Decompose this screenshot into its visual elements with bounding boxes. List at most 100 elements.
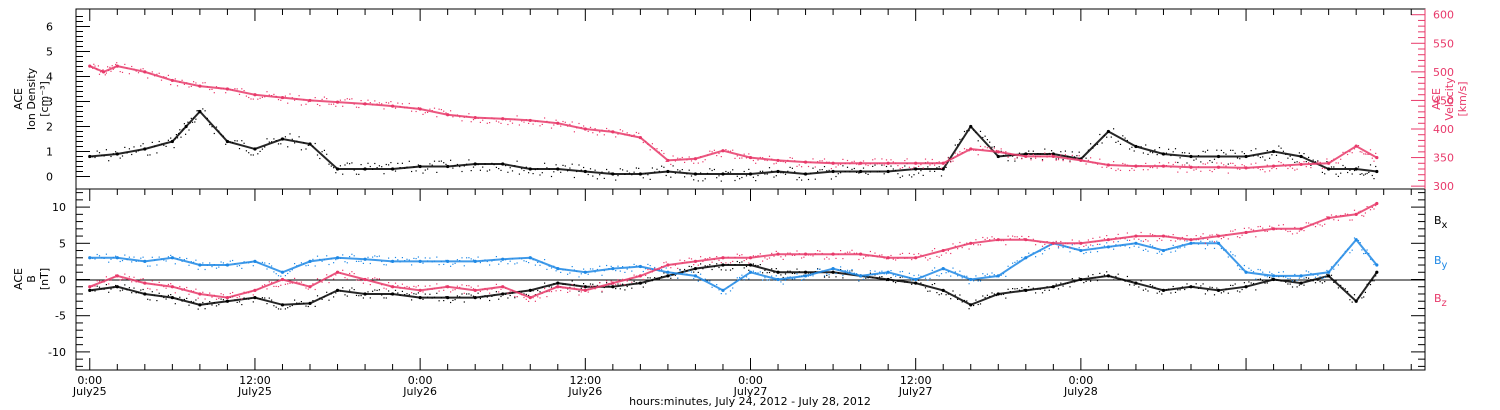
series-dot (1117, 140, 1119, 142)
series-dot (1184, 240, 1186, 242)
series-dot (649, 149, 651, 151)
series-dot (1264, 282, 1266, 284)
series-dot (406, 258, 408, 260)
series-dot (975, 131, 977, 134)
series-dot (346, 262, 348, 264)
series-dot (225, 301, 227, 303)
series-dot (986, 273, 988, 275)
series-dot (702, 180, 704, 182)
series-dot (241, 140, 243, 142)
series-dot (225, 296, 227, 298)
series-dot (349, 272, 351, 275)
series-dot (1220, 162, 1222, 164)
series-dot (938, 166, 940, 168)
series-dot (883, 279, 885, 281)
series-dot (232, 291, 234, 294)
series-dot (463, 292, 465, 294)
series-dot (610, 130, 612, 132)
series-dot (140, 145, 142, 147)
series-dot (394, 256, 397, 259)
series-dot (294, 99, 296, 101)
series-dot (840, 163, 842, 165)
series-dot (1266, 282, 1268, 284)
series-dot (940, 273, 943, 275)
series-dot (560, 171, 562, 173)
series-dot (713, 258, 715, 261)
time-tick-label: 0:00 (408, 374, 433, 387)
series-dot (133, 276, 135, 278)
series-dot (1209, 234, 1211, 236)
series-point (693, 267, 698, 271)
series-dot (126, 259, 128, 261)
series-dot (920, 170, 922, 172)
series-dot (121, 71, 124, 73)
series-dot (748, 168, 750, 170)
series-dot (1236, 168, 1239, 170)
series-dot (1207, 244, 1209, 246)
series-dot (626, 170, 628, 172)
series-dot (170, 294, 172, 296)
series-dot (1264, 171, 1266, 173)
series-dot (507, 263, 509, 265)
series-point (88, 154, 92, 159)
series-dot (277, 308, 280, 310)
series-dot (137, 72, 140, 74)
series-dot (436, 256, 438, 258)
series-dot (716, 155, 718, 157)
series-point (1051, 154, 1055, 159)
series-dot (1361, 297, 1363, 299)
series-dot (105, 284, 107, 286)
series-dot (1016, 156, 1018, 158)
series-point (101, 70, 106, 74)
series-dot (1161, 165, 1163, 167)
series-dot (957, 248, 959, 250)
series-dot (1375, 165, 1377, 168)
series-dot (709, 150, 711, 152)
series-dot (509, 120, 511, 122)
series-dot (294, 299, 296, 301)
series-dot (1312, 159, 1314, 161)
series-dot (220, 88, 222, 90)
series-dot (583, 283, 585, 285)
series-dot (826, 256, 828, 258)
series-dot (996, 239, 998, 242)
series-dot (284, 95, 286, 97)
series-dot (789, 276, 791, 278)
series-dot (1032, 238, 1034, 240)
series-dot (1181, 236, 1183, 239)
field-label-line3: [nT] (38, 268, 51, 290)
series-dot (252, 98, 254, 100)
series-dot (413, 257, 415, 259)
series-dot (165, 76, 167, 78)
series-dot (509, 260, 511, 262)
series-point (391, 285, 395, 289)
series-dot (1371, 259, 1373, 261)
series-dot (856, 252, 858, 254)
series-dot (1239, 158, 1241, 160)
series-dot (927, 279, 929, 281)
series-dot (670, 277, 672, 279)
series-dot (296, 281, 298, 283)
series-dot (1243, 227, 1245, 229)
series-dot (112, 286, 114, 288)
series-dot (388, 282, 390, 284)
series-dot (96, 69, 98, 71)
series-dot (179, 285, 181, 288)
series-dot (438, 264, 440, 266)
series-dot (794, 272, 796, 275)
series-dot (264, 262, 266, 264)
series-dot (110, 70, 112, 72)
series-dot (594, 169, 596, 171)
series-dot (367, 256, 369, 258)
series-dot (1280, 280, 1282, 282)
series-dot (516, 296, 518, 298)
series-dot (684, 268, 686, 271)
series-dot (351, 287, 353, 289)
series-dot (729, 290, 732, 292)
series-dot (931, 250, 933, 252)
series-dot (1154, 234, 1156, 237)
series-dot (452, 289, 454, 291)
series-dot (532, 259, 534, 261)
series-dot (908, 166, 910, 168)
series-dot (755, 255, 757, 257)
